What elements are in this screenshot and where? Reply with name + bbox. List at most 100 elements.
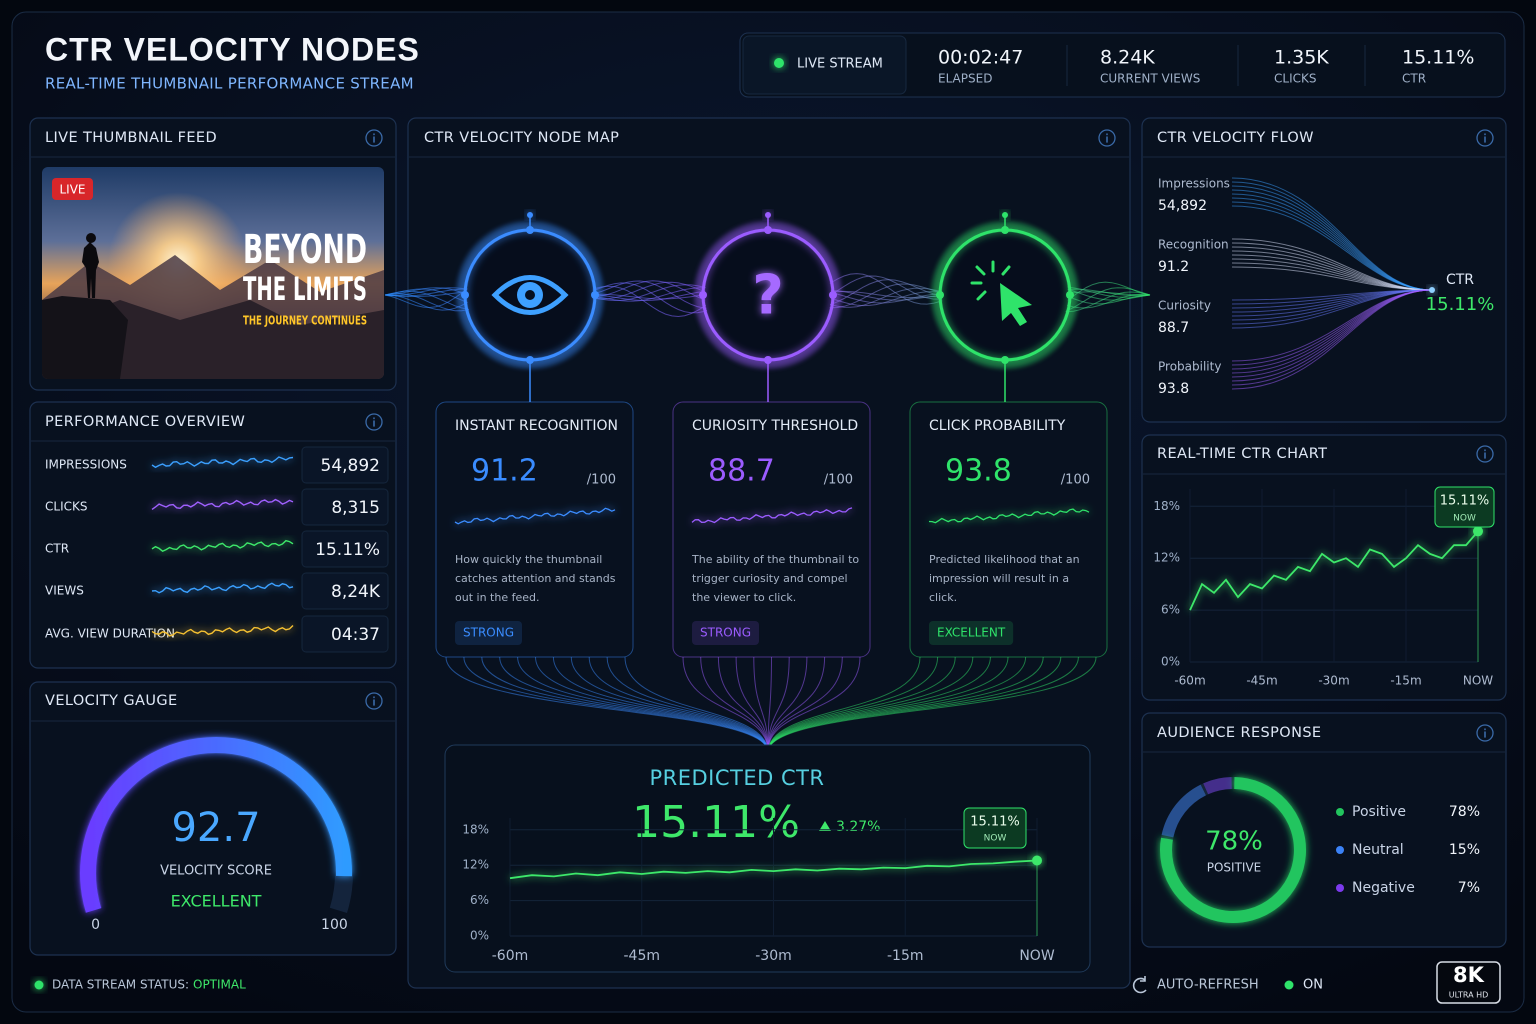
flow-output-label: CTR [1446, 272, 1474, 288]
info-icon[interactable] [1098, 129, 1116, 147]
metric-cell [301, 446, 389, 484]
metric-label: CLICKS [45, 500, 87, 514]
flow-input-label: Recognition [1158, 238, 1229, 252]
flow-curve [1231, 289, 1433, 329]
predicted-value: 15.11% [632, 797, 800, 848]
node-scale: /100 [824, 473, 853, 488]
panel-title: AUDIENCE RESPONSE [1157, 725, 1322, 741]
line [509, 859, 1038, 880]
y-tick-label: 0% [470, 929, 489, 943]
velocity-gauge: 0 100 [79, 736, 353, 933]
stat-label: CLICKS [1274, 72, 1316, 86]
live-dot [774, 58, 784, 68]
legend-dot [1336, 808, 1344, 816]
cursor-icon [1000, 283, 1032, 326]
x-tick-label: -60m [492, 948, 529, 964]
predicted-box [444, 744, 1091, 973]
live-badge [52, 178, 93, 200]
rating-badge [692, 621, 760, 645]
info-icon[interactable] [365, 413, 383, 431]
metric-cell [301, 572, 389, 610]
toggle-dot[interactable] [1284, 980, 1294, 990]
node-port [1001, 226, 1009, 234]
end-point [1032, 855, 1042, 866]
x-tick-label: -15m [887, 948, 924, 964]
panel-title: VELOCITY GAUGE [45, 693, 178, 709]
metric-cell [301, 488, 389, 526]
node-stem-dot [1002, 212, 1008, 218]
thumbnail-tagline: THE JOURNEY CONTINUES [243, 314, 367, 328]
flow-curve [1231, 266, 1433, 291]
node-score: 91.2 [471, 454, 538, 489]
node-port [1001, 356, 1009, 364]
stream-status-value: OPTIMAL [193, 978, 246, 992]
y-tick-label: 12% [1153, 551, 1180, 565]
flow-input-value: 88.7 [1158, 320, 1189, 336]
auto-refresh-state[interactable]: ON [1303, 978, 1323, 993]
legend-name: Negative [1352, 880, 1415, 896]
node-score: 88.7 [708, 454, 775, 489]
node-cards: INSTANT RECOGNITION 91.2/100 How quickly t… [435, 401, 1108, 658]
sparkline [151, 582, 294, 594]
panel-title: CTR VELOCITY NODE MAP [424, 130, 619, 146]
thumbnail-hiker [86, 233, 96, 243]
node-map-connections [384, 212, 1151, 753]
legend-value: 15% [1449, 842, 1480, 858]
metric-label: VIEWS [45, 584, 84, 598]
info-icon[interactable] [1476, 445, 1494, 463]
node-scale: /100 [1061, 473, 1090, 488]
sparkline [151, 498, 294, 510]
metric-value: 15.11% [315, 540, 380, 560]
donut-center-value: 78% [1205, 827, 1263, 857]
metric-label: IMPRESSIONS [45, 458, 127, 472]
flow-input-label: Probability [1158, 360, 1221, 374]
metric-label: AVG. VIEW DURATION [45, 627, 175, 641]
stat-value: 1.35K [1274, 47, 1329, 69]
x-tick-label: NOW [1019, 948, 1054, 964]
node-description: How quickly the thumbnail catches attent… [455, 553, 615, 604]
callout-label: NOW [1453, 514, 1476, 524]
flow-input-label: Curiosity [1158, 299, 1211, 313]
predicted-chart: 0% 6% 12% 18% -60m -45m -30m -15m NOW [462, 818, 1055, 964]
fan-line [767, 656, 861, 753]
y-tick-label: 18% [1153, 499, 1180, 513]
info-icon[interactable] [365, 692, 383, 710]
callout [1434, 486, 1495, 528]
info-icon[interactable] [365, 129, 383, 147]
status-dot [34, 980, 44, 990]
fan-line [767, 656, 772, 753]
sparkline [928, 508, 1090, 524]
metric-value: 04:37 [331, 625, 380, 645]
line [1189, 530, 1479, 611]
node-description: Predicted likelihood that an impression … [929, 553, 1080, 604]
node-card [672, 401, 871, 658]
panel-realtime [1141, 434, 1507, 701]
info-icon[interactable] [1476, 724, 1494, 742]
refresh-icon[interactable] [1132, 976, 1147, 994]
stat-label: CTR [1402, 72, 1426, 86]
thumbnail-hiker [82, 242, 99, 298]
node-core [705, 232, 831, 358]
info-icon[interactable] [1476, 129, 1494, 147]
fan-line [570, 656, 769, 753]
donut-segment [1161, 784, 1207, 838]
x-tick-label: -30m [755, 948, 792, 964]
node-name: CLICK PROBABILITY [929, 418, 1066, 434]
fan-line [481, 656, 769, 753]
fan-line [535, 656, 769, 753]
fan-line [682, 656, 769, 753]
node-port [1066, 291, 1074, 299]
flow-input-value: 93.8 [1158, 381, 1189, 397]
performance-rows: IMPRESSIONS 54,892 CLICKS 8,315 CTR 15.11% VIE… [45, 446, 389, 653]
metric-value: 8,315 [331, 498, 380, 518]
flow-input-value: 91.2 [1158, 259, 1189, 275]
fan-line [588, 656, 769, 753]
eye-icon [491, 275, 569, 315]
y-tick-label: 12% [462, 858, 489, 872]
realtime-chart: 0% 6% 12% 18% -60m -45m -30m -15m NOW [1153, 489, 1493, 688]
status-stats: 00:02:47 ELAPSED 8.24K CURRENT VIEWS 1.35K CL… [938, 47, 1474, 86]
node-description: The ability of the thumbnail to trigger … [692, 553, 859, 604]
auto-refresh-label[interactable]: AUTO-REFRESH [1157, 978, 1259, 993]
